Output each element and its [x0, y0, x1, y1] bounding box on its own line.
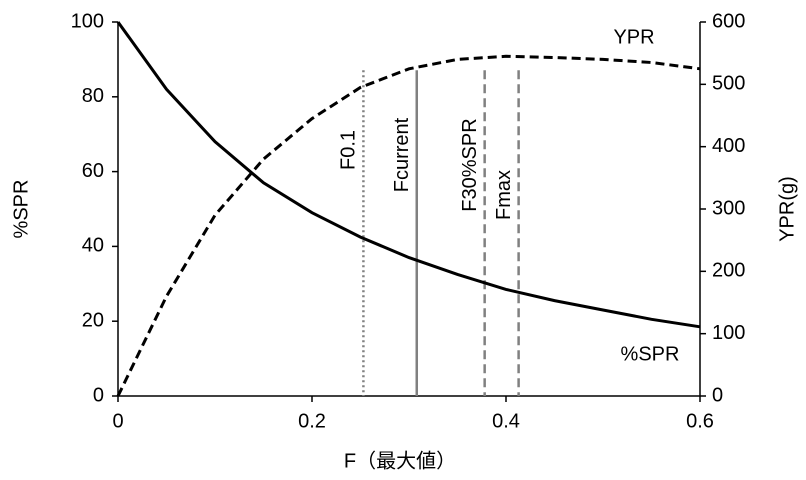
reference-label: Fcurrent — [391, 117, 413, 192]
x-tick-label: 0.2 — [298, 410, 326, 432]
y2-tick-label: 100 — [712, 322, 745, 344]
reference-label: F0.1 — [338, 130, 360, 170]
x-axis-label: F（最大値） — [344, 449, 456, 472]
series-label: %SPR — [621, 343, 680, 365]
y2-tick-label: 200 — [712, 260, 745, 282]
y2-tick-label: 0 — [712, 384, 723, 406]
reference-label: F30%SPR — [459, 118, 481, 211]
y2-tick-label: 400 — [712, 135, 745, 157]
series-line — [116, 21, 701, 329]
reference-label: Fmax — [493, 170, 515, 220]
y2-tick-label: 500 — [712, 73, 745, 95]
y2-tick-label: 300 — [712, 197, 745, 219]
x-tick-label: 0 — [112, 410, 123, 432]
y-tick-label: 60 — [82, 160, 104, 182]
series-line — [116, 54, 701, 397]
y2-tick-label: 600 — [712, 10, 745, 32]
y2-axis-label: YPR(g) — [776, 176, 798, 242]
y-tick-label: 20 — [82, 309, 104, 331]
y-axis-label: %SPR — [10, 180, 32, 239]
x-tick-label: 0.4 — [492, 410, 520, 432]
series-label: YPR — [613, 26, 654, 48]
y-tick-label: 0 — [93, 384, 104, 406]
y-tick-label: 80 — [82, 85, 104, 107]
y-tick-label: 100 — [71, 10, 104, 32]
y-tick-label: 40 — [82, 235, 104, 257]
x-tick-label: 0.6 — [686, 410, 714, 432]
